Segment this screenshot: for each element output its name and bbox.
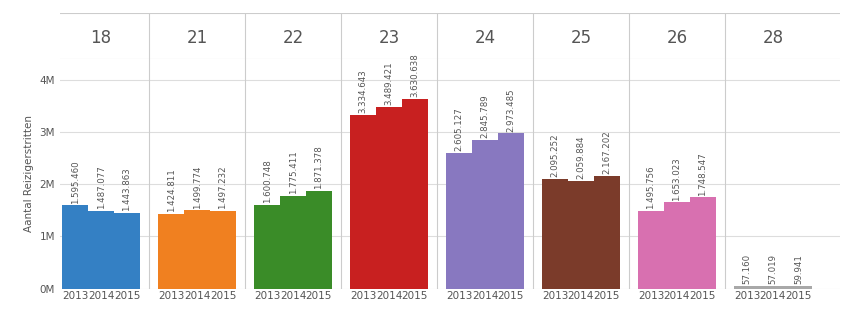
Bar xyxy=(88,211,114,289)
Text: 1.600.748: 1.600.748 xyxy=(262,159,272,203)
Bar xyxy=(351,114,376,289)
Text: 57.019: 57.019 xyxy=(769,254,777,284)
Y-axis label: Aantal Reizigerstritten: Aantal Reizigerstritten xyxy=(24,115,34,232)
Text: 18: 18 xyxy=(91,30,111,47)
Bar xyxy=(280,196,306,289)
Text: 21: 21 xyxy=(187,30,207,47)
Text: 1.775.411: 1.775.411 xyxy=(289,151,297,194)
Text: 1.443.863: 1.443.863 xyxy=(123,168,131,212)
Bar xyxy=(664,202,690,289)
Bar xyxy=(376,107,402,289)
Text: 2.167.202: 2.167.202 xyxy=(602,130,611,174)
Bar xyxy=(402,99,428,289)
Bar xyxy=(446,153,472,289)
Text: 59.941: 59.941 xyxy=(794,254,803,284)
Text: 1.424.811: 1.424.811 xyxy=(166,169,176,213)
Text: 2.845.789: 2.845.789 xyxy=(481,95,489,138)
Bar xyxy=(542,179,568,289)
Text: 2.973.485: 2.973.485 xyxy=(506,88,515,132)
Bar xyxy=(306,191,332,289)
Text: 2.059.884: 2.059.884 xyxy=(577,136,585,179)
Text: 1.487.077: 1.487.077 xyxy=(97,165,105,209)
Bar xyxy=(568,181,594,289)
Bar xyxy=(498,133,524,289)
Text: 1.595.460: 1.595.460 xyxy=(71,160,80,204)
Text: 23: 23 xyxy=(379,30,399,47)
Text: 57.160: 57.160 xyxy=(742,254,752,284)
Bar xyxy=(594,175,620,289)
Text: 2.095.252: 2.095.252 xyxy=(550,134,560,177)
Bar xyxy=(690,197,716,289)
Text: 1.871.378: 1.871.378 xyxy=(315,145,323,189)
Bar xyxy=(210,211,236,289)
Text: 3.489.421: 3.489.421 xyxy=(385,61,393,105)
Bar xyxy=(114,213,140,289)
Text: 26: 26 xyxy=(666,30,687,47)
Text: 22: 22 xyxy=(283,30,303,47)
Bar xyxy=(159,214,184,289)
Text: 1.495.756: 1.495.756 xyxy=(646,165,656,209)
Bar xyxy=(184,210,210,289)
Bar xyxy=(63,205,88,289)
Bar xyxy=(734,286,760,289)
Bar xyxy=(760,286,786,289)
Text: 3.334.643: 3.334.643 xyxy=(358,69,368,113)
Text: 1.497.232: 1.497.232 xyxy=(219,165,227,209)
Text: 2.605.127: 2.605.127 xyxy=(454,107,464,151)
Text: 3.630.638: 3.630.638 xyxy=(411,53,419,97)
Text: 25: 25 xyxy=(571,30,591,47)
Bar xyxy=(472,140,498,289)
Text: 28: 28 xyxy=(762,30,783,47)
Text: 1.653.023: 1.653.023 xyxy=(673,157,681,200)
Bar xyxy=(255,205,280,289)
Text: 1.499.774: 1.499.774 xyxy=(193,165,201,209)
Text: 24: 24 xyxy=(475,30,495,47)
Bar xyxy=(638,211,664,289)
Text: 1.748.547: 1.748.547 xyxy=(698,152,707,195)
Bar xyxy=(786,285,812,289)
